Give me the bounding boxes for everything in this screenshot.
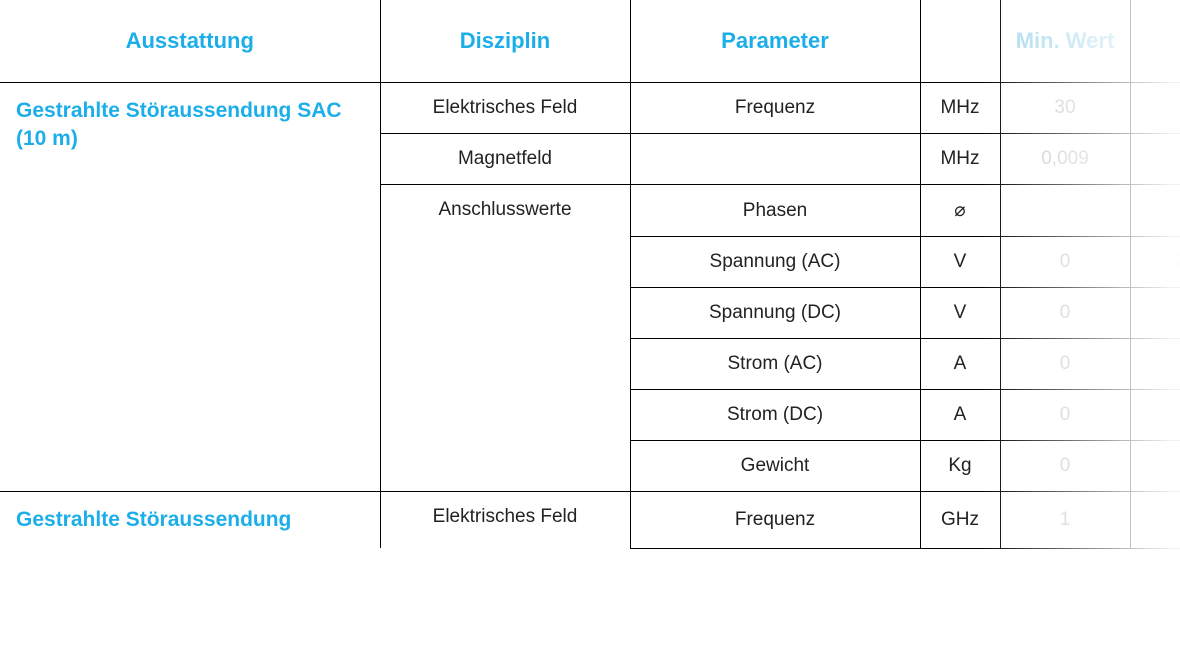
parameter-cell: Gewicht (630, 441, 920, 492)
extra-cell (1130, 134, 1180, 185)
unit-cell: Kg (920, 441, 1000, 492)
col-extra (1130, 0, 1180, 83)
col-parameter: Parameter (630, 0, 920, 83)
unit-cell: A (920, 339, 1000, 390)
extra-cell: 2 (1130, 237, 1180, 288)
unit-cell: ⌀ (920, 185, 1000, 237)
parameter-cell: Frequenz (630, 83, 920, 134)
parameter-cell: Strom (DC) (630, 390, 920, 441)
col-discipline: Disziplin (380, 0, 630, 83)
unit-cell: V (920, 288, 1000, 339)
min-cell: 1 (1000, 492, 1130, 549)
extra-cell (1130, 390, 1180, 441)
unit-cell: GHz (920, 492, 1000, 549)
min-cell (1000, 185, 1130, 237)
parameter-cell: Spannung (DC) (630, 288, 920, 339)
discipline-cell: Elektrisches Feld (380, 83, 630, 134)
fade-bottom-overlay (0, 574, 1180, 664)
min-cell: 0 (1000, 390, 1130, 441)
unit-cell: A (920, 390, 1000, 441)
col-min: Min. Wert (1000, 0, 1130, 83)
parameter-cell: Strom (AC) (630, 339, 920, 390)
table-row: Gestrahlte StöraussendungElektrisches Fe… (0, 492, 1180, 549)
discipline-cell: Magnetfeld (380, 134, 630, 185)
extra-cell (1130, 339, 1180, 390)
extra-cell (1130, 185, 1180, 237)
min-cell: 0 (1000, 339, 1130, 390)
col-equipment: Ausstattung (0, 0, 380, 83)
min-cell: 0 (1000, 441, 1130, 492)
table-row: Gestrahlte Störaussendung SAC (10 m)Elek… (0, 83, 1180, 134)
extra-cell (1130, 288, 1180, 339)
parameter-cell: Phasen (630, 185, 920, 237)
parameter-cell: Spannung (AC) (630, 237, 920, 288)
col-unit (920, 0, 1000, 83)
unit-cell: MHz (920, 83, 1000, 134)
parameter-cell: Frequenz (630, 492, 920, 549)
extra-cell (1130, 492, 1180, 549)
header-row: Ausstattung Disziplin Parameter Min. Wer… (0, 0, 1180, 83)
unit-cell: V (920, 237, 1000, 288)
equipment-cell: Gestrahlte Störaussendung SAC (10 m) (0, 83, 380, 492)
min-cell: 0 (1000, 288, 1130, 339)
equipment-cell: Gestrahlte Störaussendung (0, 492, 380, 549)
equipment-table: Ausstattung Disziplin Parameter Min. Wer… (0, 0, 1180, 549)
discipline-cell: Elektrisches Feld (380, 492, 630, 549)
table-body: Gestrahlte Störaussendung SAC (10 m)Elek… (0, 83, 1180, 549)
min-cell: 30 (1000, 83, 1130, 134)
extra-cell (1130, 441, 1180, 492)
parameter-cell (630, 134, 920, 185)
extra-cell (1130, 83, 1180, 134)
min-cell: 0 (1000, 237, 1130, 288)
discipline-cell: Anschlusswerte (380, 185, 630, 492)
min-cell: 0,009 (1000, 134, 1130, 185)
unit-cell: MHz (920, 134, 1000, 185)
